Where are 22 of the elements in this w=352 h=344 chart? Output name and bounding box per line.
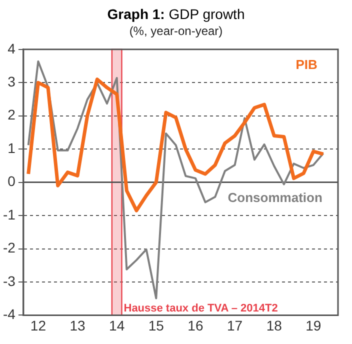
x-tick-label: 19	[306, 317, 322, 334]
band-label: Hausse taux de TVA – 2014T2	[124, 302, 278, 315]
y-tick-label: -4	[2, 306, 16, 322]
y-tick-label: -2	[2, 240, 16, 256]
x-tick-label: 12	[30, 317, 46, 334]
x-tick-label: 18	[266, 317, 282, 334]
y-tick-label: 0	[8, 173, 16, 190]
y-tick-label: -1	[2, 206, 16, 222]
series-label: Consommation	[228, 190, 322, 205]
x-tick-label: 13	[70, 317, 86, 334]
y-tick-label: -3	[2, 272, 16, 289]
text: PIB	[296, 56, 318, 72]
x-tick-label: 14	[109, 317, 125, 334]
chart-subtitle: (%, year-on-year)	[128, 24, 224, 38]
x-tick-label: 15	[148, 317, 164, 334]
y-tick-label: 4	[8, 40, 16, 56]
y-tick-label: 3	[8, 73, 16, 90]
y-tick-label: 2	[8, 106, 16, 123]
y-tick-label: 1	[8, 140, 16, 156]
chart-title: Graph 1: GDP growth	[107, 6, 245, 22]
x-tick-label: 16	[188, 317, 204, 334]
x-tick-label: 17	[227, 317, 243, 334]
